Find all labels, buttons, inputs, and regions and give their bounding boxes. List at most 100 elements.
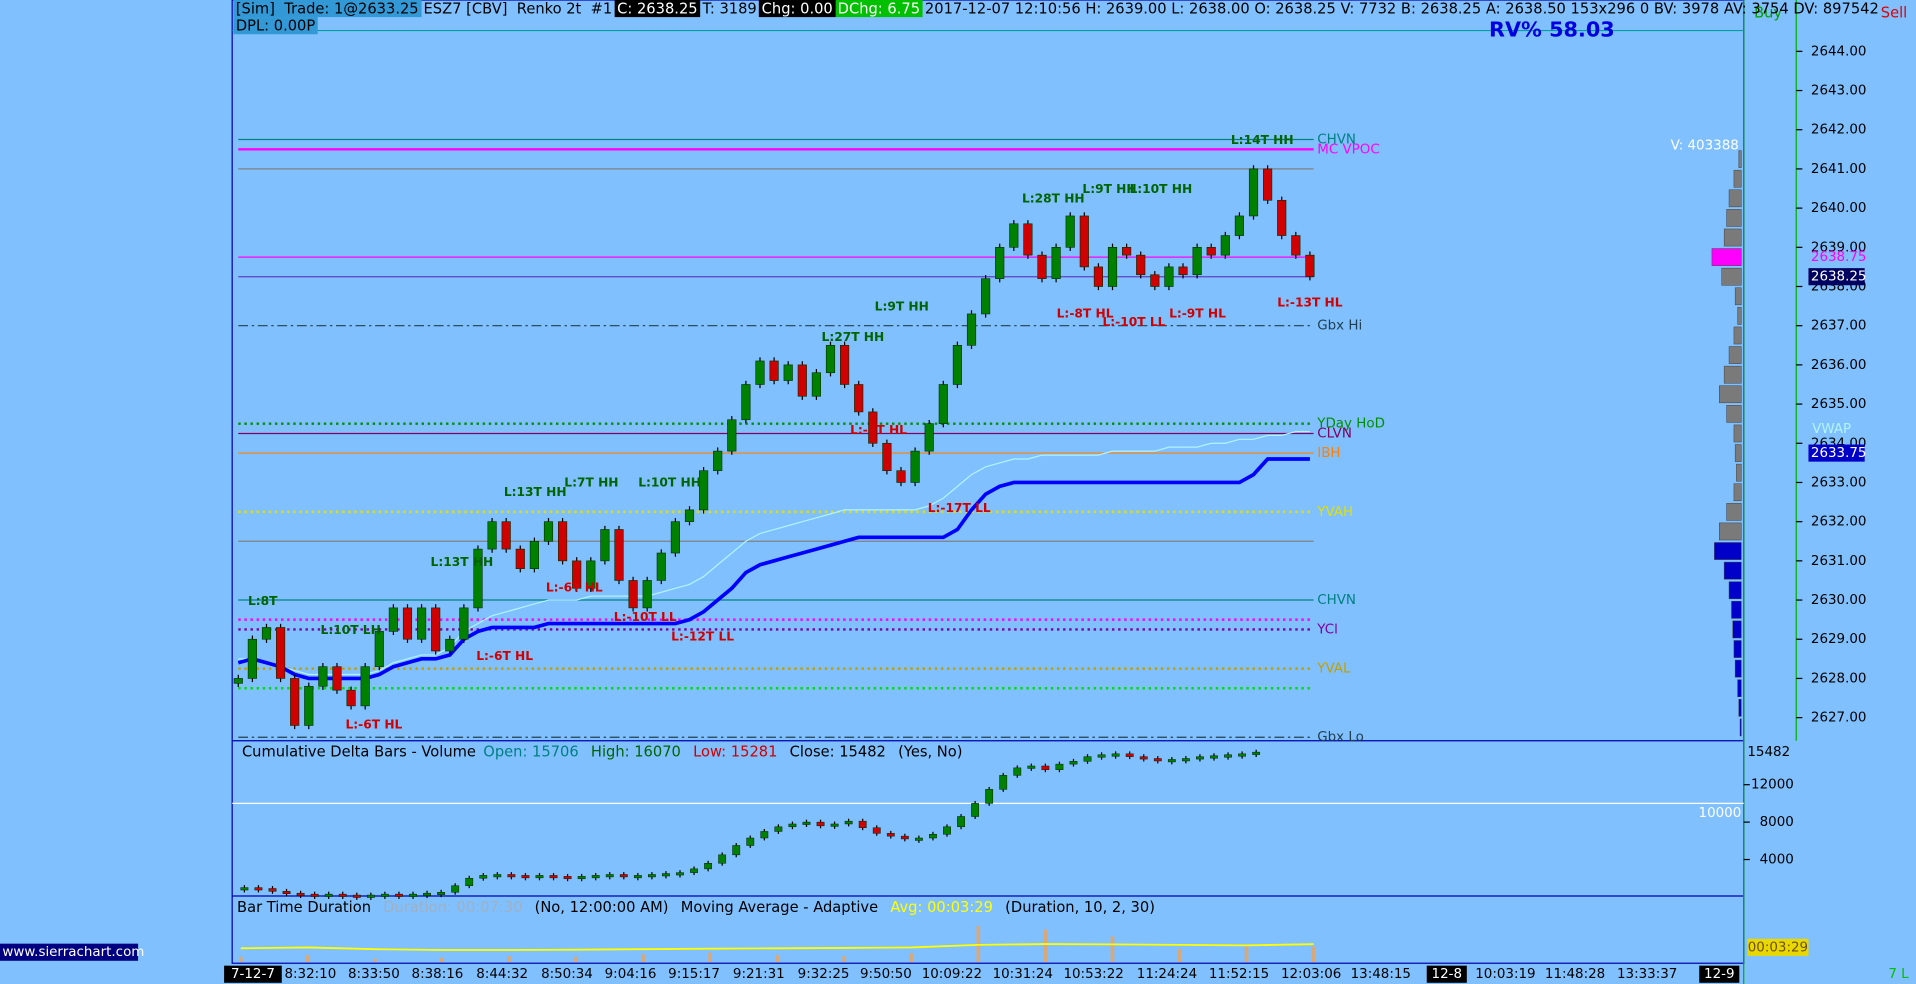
delta-bar — [451, 885, 460, 893]
delta-bar — [395, 893, 403, 897]
study-stat: Moving Average - Adaptive — [680, 898, 879, 916]
renko-bar — [854, 384, 864, 413]
study-header: Bar Time Duration Duration: 00:07:30 (No… — [237, 898, 1155, 915]
swing-label: L:13T HH — [431, 555, 494, 569]
delta-bar — [1153, 758, 1162, 762]
renko-bar — [1150, 274, 1160, 287]
study-stat: Close: 15482 — [789, 743, 886, 761]
renko-bar — [1009, 223, 1019, 248]
profile-bar — [1738, 699, 1742, 717]
swing-label: L:9T HH — [1082, 182, 1136, 196]
renko-bar — [388, 607, 398, 632]
delta-bar — [886, 833, 895, 837]
y-tick-label: 2637.00 — [1811, 319, 1867, 334]
renko-bar — [1107, 247, 1118, 287]
date-box — [224, 965, 282, 983]
renko-bar — [995, 247, 1005, 279]
average-line — [240, 943, 1314, 951]
delta-bar — [338, 893, 347, 897]
level-label: Gbx Lo — [1317, 730, 1364, 745]
renko-bar — [684, 509, 695, 522]
renko-bar — [318, 666, 328, 687]
renko-bar — [924, 423, 934, 452]
price-label: 2638.25 — [1811, 270, 1867, 285]
profile-bar — [1732, 620, 1742, 639]
average-label: 00:03:29 — [1748, 940, 1808, 955]
profile-bar — [1737, 679, 1742, 698]
swing-label: L:-17T LL — [928, 501, 991, 515]
delta-bar — [971, 803, 980, 817]
date-box — [1426, 965, 1467, 983]
x-tick-label: 8:32:10 — [284, 967, 336, 982]
x-tick-label: 10:09:22 — [922, 967, 982, 982]
delta-bar — [591, 875, 600, 879]
buy-button[interactable]: Buy — [1754, 4, 1782, 21]
delta-bar — [633, 875, 642, 879]
study-stat: (No, 12:00:00 AM) — [534, 898, 669, 916]
delta-bar — [549, 875, 558, 879]
swing-label: L:10T HH — [1129, 182, 1192, 196]
renko-bar — [783, 364, 793, 381]
duration-bar — [708, 952, 712, 962]
swing-label: L:-9T HL — [1169, 307, 1226, 321]
renko-bar — [1305, 254, 1315, 278]
delta-bar — [619, 874, 628, 878]
watermark-box — [0, 943, 139, 961]
delta-bar — [1083, 756, 1092, 762]
profile-bar — [1738, 150, 1742, 168]
delta-bar — [943, 826, 951, 835]
profile-bar — [1731, 601, 1742, 619]
delta-bar — [605, 874, 614, 878]
level-label: IBH — [1317, 446, 1340, 461]
level-label: YVAL — [1316, 662, 1351, 677]
renko-bar — [1178, 266, 1188, 276]
level-label: YVAH — [1316, 505, 1353, 520]
profile-bar — [1726, 405, 1742, 423]
delta-bar — [563, 876, 572, 880]
renko-bar — [459, 607, 469, 640]
study-header: Cumulative Delta Bars - Volume Open: 157… — [242, 743, 963, 760]
renko-bar — [1051, 247, 1061, 279]
delta-bar — [816, 821, 825, 827]
average-box — [1747, 938, 1809, 956]
renko-bar — [952, 344, 962, 385]
delta-bar — [1041, 765, 1050, 770]
swing-label: L:27T HH — [822, 330, 885, 344]
x-tick-label: 12:03:06 — [1281, 967, 1341, 982]
delta-bar — [872, 827, 881, 834]
x-tick-label: 11:52:15 — [1209, 967, 1269, 982]
header-row: DPL: 0.00P — [233, 17, 318, 35]
renko-bar — [1093, 266, 1103, 287]
profile-bar — [1723, 365, 1742, 384]
delta-bar — [1111, 753, 1120, 757]
profile-bar — [1733, 640, 1742, 658]
trade: [Sim] Trade: 1@2633.25 — [233, 0, 422, 18]
duration-bar — [1177, 949, 1182, 962]
price-label: 2638.75 — [1811, 250, 1867, 265]
delta-bar — [746, 837, 755, 846]
renko-bar — [642, 580, 652, 609]
delta-bar — [465, 877, 474, 886]
renko-bar — [1122, 247, 1132, 256]
x-tick-label: 13:48:15 — [1351, 967, 1411, 982]
last-value: 15482 — [1747, 745, 1790, 760]
renko-bar — [670, 521, 680, 554]
study-stat: High: 16070 — [590, 743, 681, 761]
delta-bar — [1125, 753, 1134, 757]
sell-button[interactable]: Sell — [1881, 4, 1907, 21]
study-stat: (Yes, No) — [898, 743, 963, 761]
delta-bar — [957, 816, 965, 828]
renko-bar — [529, 540, 539, 569]
swing-label: L:9T HH — [875, 299, 929, 313]
x-tick-label: 11:24:24 — [1137, 967, 1197, 982]
delta-bar — [1097, 754, 1106, 758]
delta-bar — [1181, 758, 1190, 762]
corner-label: 7 L — [1888, 967, 1909, 982]
delta-bar — [929, 834, 937, 839]
x-tick-label: 9:21:31 — [733, 967, 785, 982]
renko-bar — [600, 529, 610, 562]
profile-bar — [1726, 209, 1742, 227]
delta-bar — [647, 874, 656, 878]
reference-label: 10000 — [1699, 806, 1742, 821]
